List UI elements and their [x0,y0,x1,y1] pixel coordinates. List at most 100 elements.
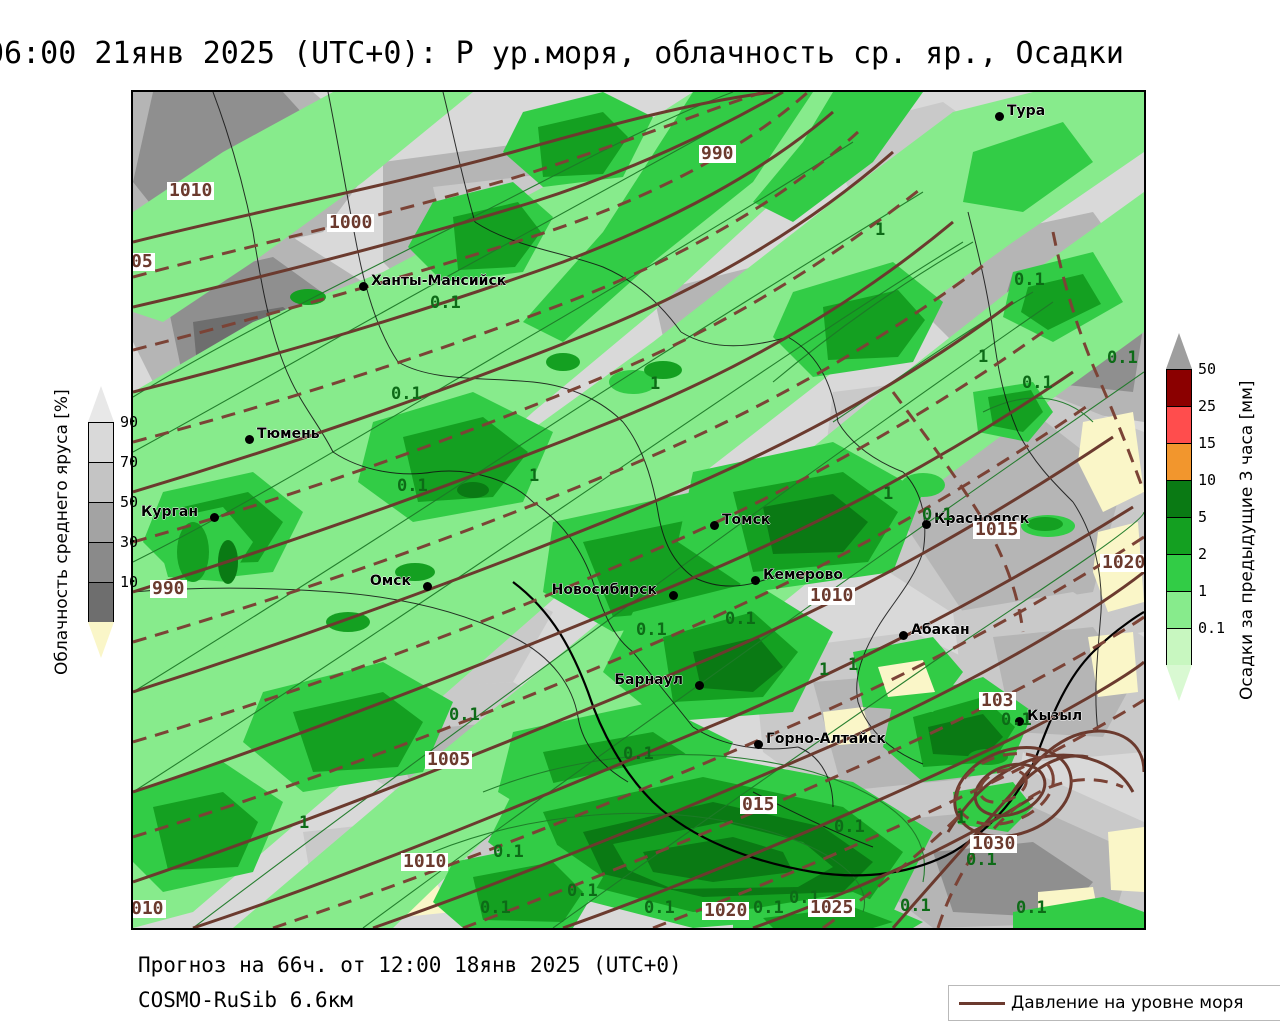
precip-contour-label: 0.1 [900,896,931,916]
isobar-label: 1015 [973,519,1021,540]
city-label: Тура [1007,103,1046,119]
isobar-label: 1000 [327,212,375,233]
city-label: Омск [369,573,411,589]
isobar-label: 990 [150,578,187,599]
precip-seg-10 [1167,481,1191,518]
precip-seg-50 [1167,370,1191,407]
city-label: Тюмень [257,426,320,442]
precip-seg-15 [1167,444,1191,481]
precip-contour-label: 1 [949,928,959,929]
pressure-legend-label: Давление на уровне моря [1011,993,1244,1013]
precip-contour-label: 0.1 [725,609,756,629]
precip-seg-25 [1167,407,1191,444]
precip-tick-10: 10 [1198,471,1217,489]
isobar-label: 1010 [167,180,215,201]
precip-contour-label: 0.1 [636,620,667,640]
map-canvas [133,92,1144,928]
city-dot [245,435,254,444]
precip-contour-label: 0.1 [1001,710,1032,730]
isobar-label: 1025 [808,897,856,918]
map-svg [133,92,1144,928]
city-label: Курган [140,504,198,520]
cloud-seg-30 [89,543,113,583]
city-dot [1015,717,1024,726]
city-label: Абакан [911,622,970,638]
precip-contour-label: 1 [956,808,967,828]
city-dot [710,521,719,530]
city-dot [210,513,219,522]
precip-contour-label: 0.1 [1014,270,1045,290]
city-dot [695,681,704,690]
isobar-label: 1020 [702,900,750,921]
city-dot [359,282,368,291]
precip-tick-5: 5 [1198,508,1208,526]
precip-contour-label: 0.1 [397,476,428,496]
cloud-colorbar-strip [88,422,114,623]
cloud-seg-10 [89,583,113,623]
precip-tick-0.1: 0.1 [1198,619,1226,637]
precip-tick-15: 15 [1198,434,1217,452]
cloud-tick-10: 10 [120,573,139,591]
precip-contour-label: 1 [299,813,310,833]
city-dot [899,631,908,640]
precip-contour-label: 0.1 [753,898,784,918]
precip-contour-label: 0.1 [430,293,461,313]
isobar-label: 1010 [808,585,856,606]
isobar-label: 1020 [1100,552,1146,573]
model-name-line: COSMO-RuSib 6.6км [138,988,353,1012]
isobar-label: 05 [131,251,155,272]
precip-contour-label: 0.1 [834,817,865,837]
map-frame[interactable]: Тура Ханты-Мансийск Тюмень Курган Красно… [131,90,1146,930]
city-label: Томск [722,512,771,528]
cloud-colorbar-cap-top [88,386,114,422]
precip-contour-label: 0.1 [922,505,953,525]
precip-colorbar-strip [1166,369,1192,666]
precip-contour-label: 1 [529,466,540,486]
page-title: 06:00 21янв 2025 (UTC+0): P ур.моря, обл… [0,36,1124,71]
precip-contour-label: 1 [875,220,886,240]
cloud-tick-50: 50 [120,493,139,511]
city-label: Ханты-Мансийск [371,273,507,289]
precip-contour-label: 0.1 [644,898,675,918]
city-dot [995,112,1004,121]
city-label: Барнаул [614,672,683,688]
precip-colorbar-cap-top [1166,333,1192,369]
precip-contour-label: 1 [848,655,859,675]
forecast-info-line: Прогноз на 66ч. от 12:00 18янв 2025 (UTC… [138,953,682,977]
cloud-tick-90: 90 [120,413,139,431]
city-label: Новосибирск [551,582,657,598]
isobar-label: 990 [699,143,736,164]
isobar-label: 015 [740,794,777,815]
isobar-label: 1010 [401,851,449,872]
cloud-seg-50 [89,503,113,543]
precip-contour-label: 0.1 [480,898,511,918]
pressure-legend: Давление на уровне моря [948,985,1280,1021]
cloud-colorbar-cap-bottom [88,622,114,658]
precip-contour-label: 1 [978,347,989,367]
precip-contour-label: 1 [883,484,894,504]
precip-colorbar-cap-bottom [1166,665,1192,701]
isobar-label: 010 [131,898,166,919]
precip-contour-label: 1 [819,660,830,680]
city-label: Кызыл [1027,708,1083,724]
city-dot [922,520,931,529]
precip-contour-label: 0.1 [493,842,524,862]
isobar-label: 103 [979,690,1016,711]
city-dot [669,591,678,600]
precip-seg-0.1 [1167,629,1191,666]
precip-contour-label: 1 [650,374,661,394]
precip-contour-label: 0.1 [966,850,997,870]
city-label: Кемерово [763,567,843,583]
precip-seg-2 [1167,555,1191,592]
cloud-seg-70 [89,463,113,503]
city-dot [423,582,432,591]
city-dot [751,576,760,585]
precip-seg-5 [1167,518,1191,555]
precip-tick-50: 50 [1198,360,1217,378]
precip-contour-label: 0.1 [1022,373,1053,393]
precip-colorbar-title: Осадки за предыдущие 3 часа [мм] [1237,380,1257,700]
cloud-tick-30: 30 [120,533,139,551]
cloud-colorbar-title: Облачность среднего яруса [%] [52,389,72,675]
precip-contour-label: 0.1 [1107,348,1138,368]
